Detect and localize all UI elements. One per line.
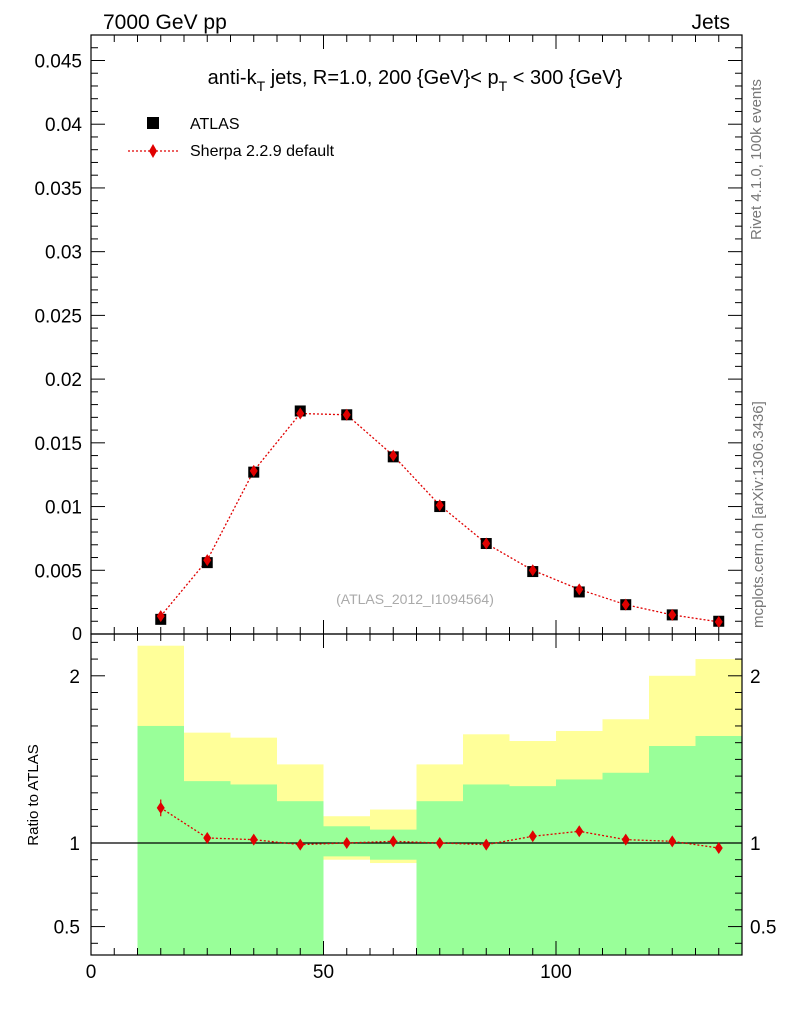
ratio-band-inner: [463, 784, 510, 955]
main-y-tick-label: 0.03: [45, 243, 82, 264]
ratio-band-inner: [556, 779, 603, 955]
sherpa-point: [342, 408, 351, 421]
ratio-y-tick-label-left: 1: [69, 834, 80, 855]
ratio-sherpa-point: [482, 838, 491, 851]
ratio-band-inner: [649, 746, 696, 955]
main-y-tick-label: 0.045: [34, 51, 82, 72]
sherpa-point: [249, 464, 258, 477]
ratio-band-inner: [277, 801, 324, 955]
legend-sherpa-label: Sherpa 2.2.9 default: [190, 143, 335, 160]
ratio-sherpa-point: [714, 842, 723, 854]
ratio-band-inner: [184, 781, 231, 955]
ratio-sherpa-point: [249, 833, 258, 846]
analysis-id-label: (ATLAS_2012_I1094564): [336, 591, 494, 607]
ratio-band-inner: [230, 784, 277, 955]
sherpa-point: [528, 564, 537, 577]
ratio-ylabel: Ratio to ATLAS: [25, 744, 42, 845]
ratio-y-tick-label-right: 2: [750, 667, 761, 688]
legend-atlas-marker: [147, 117, 159, 129]
legend: ATLAS Sherpa 2.2.9 default: [128, 116, 335, 160]
ratio-sherpa-point: [528, 830, 537, 843]
x-tick-label: 0: [86, 962, 97, 983]
main-y-tick-label: 0.04: [45, 115, 82, 136]
main-y-tick-label: 0.005: [34, 561, 82, 582]
collision-label: 7000 GeV pp: [103, 11, 227, 34]
sherpa-point: [203, 554, 212, 567]
rivet-version-label: Rivet 4.1.0, 100k events: [748, 79, 765, 240]
main-plot-frame: [90, 34, 743, 635]
main-y-tick-label: 0.025: [34, 306, 82, 327]
ratio-band-inner: [509, 786, 556, 955]
sherpa-point: [668, 608, 677, 621]
main-y-tick-label: 0.035: [34, 179, 82, 200]
x-tick-label: 100: [540, 962, 572, 983]
ratio-sherpa-point: [156, 801, 165, 814]
ratio-band-inner: [602, 772, 649, 955]
sherpa-point: [621, 598, 630, 611]
ratio-sherpa-point: [389, 835, 398, 848]
plot-title: anti-kT jets, R=1.0, 200 {GeV}< pT < 300…: [208, 67, 623, 94]
category-label: Jets: [691, 11, 730, 34]
ratio-sherpa-point: [621, 833, 630, 846]
sherpa-point: [389, 449, 398, 462]
ratio-sherpa-point: [435, 836, 444, 849]
legend-sherpa-marker: [149, 144, 157, 158]
main-y-tick-label: 0.01: [45, 498, 82, 519]
x-tick-label: 50: [313, 962, 334, 983]
sherpa-point: [714, 615, 723, 628]
sherpa-point: [435, 499, 444, 512]
ratio-sherpa-point: [296, 838, 305, 851]
main-y-tick-label: 0: [72, 624, 82, 644]
ratio-sherpa-point: [342, 836, 351, 849]
sherpa-point: [296, 407, 305, 420]
ratio-y-tick-label-left: 0.5: [54, 918, 80, 939]
legend-atlas-label: ATLAS: [190, 116, 240, 133]
ratio-sherpa-point: [203, 831, 212, 844]
ratio-sherpa-point: [575, 825, 584, 838]
sherpa-point: [482, 537, 491, 550]
ratio-y-tick-label-right: 0.5: [750, 918, 776, 939]
main-y-tick-label: 0.015: [34, 434, 82, 455]
ratio-band-inner: [137, 725, 184, 955]
ratio-y-tick-label-left: 2: [69, 667, 80, 688]
main-y-tick-label: 0.02: [45, 370, 82, 391]
sherpa-point: [156, 610, 165, 623]
ratio-y-tick-label-right: 1: [750, 834, 761, 855]
mcplots-label: mcplots.cern.ch [arXiv:1306.3436]: [750, 401, 767, 628]
sherpa-point: [575, 583, 584, 596]
ratio-sherpa-point: [668, 835, 677, 848]
ratio-band-inner: [416, 801, 463, 955]
